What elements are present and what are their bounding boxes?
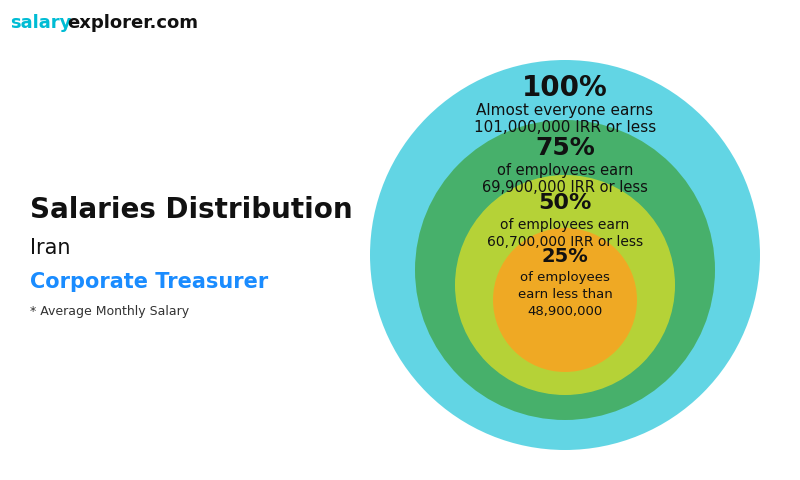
Text: salary: salary	[10, 14, 71, 32]
Text: of employees earn: of employees earn	[497, 163, 633, 178]
Text: Salaries Distribution: Salaries Distribution	[30, 196, 353, 224]
Text: of employees earn: of employees earn	[500, 218, 630, 232]
Circle shape	[370, 60, 760, 450]
Circle shape	[455, 175, 675, 395]
Text: Iran: Iran	[30, 238, 70, 258]
Text: Corporate Treasurer: Corporate Treasurer	[30, 272, 268, 292]
Text: 48,900,000: 48,900,000	[527, 304, 602, 317]
Text: 69,900,000 IRR or less: 69,900,000 IRR or less	[482, 180, 648, 194]
Text: of employees: of employees	[520, 272, 610, 285]
Text: explorer.com: explorer.com	[67, 14, 198, 32]
Text: Almost everyone earns: Almost everyone earns	[477, 103, 654, 118]
Circle shape	[493, 228, 637, 372]
Text: 101,000,000 IRR or less: 101,000,000 IRR or less	[474, 120, 656, 134]
Text: earn less than: earn less than	[518, 288, 612, 301]
Circle shape	[415, 120, 715, 420]
Text: 50%: 50%	[538, 193, 592, 213]
Text: * Average Monthly Salary: * Average Monthly Salary	[30, 305, 189, 319]
Text: 60,700,000 IRR or less: 60,700,000 IRR or less	[487, 235, 643, 249]
Text: 25%: 25%	[542, 247, 588, 265]
Text: 75%: 75%	[535, 136, 595, 160]
Text: 100%: 100%	[522, 74, 608, 102]
